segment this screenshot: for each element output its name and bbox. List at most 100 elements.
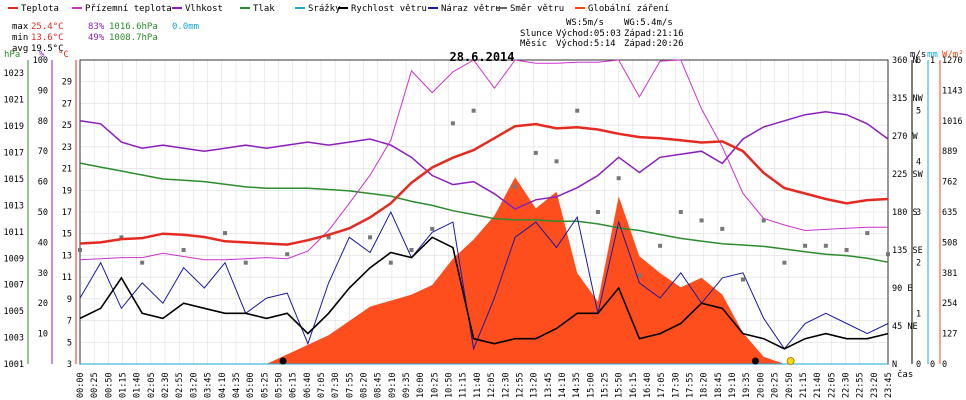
stats-block: max 25.4°C 83% 1016.6hPa 0.0mm min 13.6°… [12, 22, 199, 54]
x-tick-label: 20:25 [771, 372, 781, 398]
axis-tick-hpa: 1019 [4, 122, 24, 132]
stat-max-rain: 0.0mm [172, 22, 199, 32]
stat-avg-temp: 19.5°C [31, 44, 64, 54]
stat-max-temp: 25.4°C [31, 22, 64, 32]
axis-tick-wm2: 508 [942, 238, 957, 248]
x-tick-label: 00:50 [104, 372, 114, 398]
x-tick-label: 06:15 [289, 372, 299, 398]
x-tick-label: 01:40 [133, 372, 143, 398]
wind-direction-point [658, 243, 663, 248]
sunrise-marker [279, 357, 287, 365]
sun-label: Slunce [520, 29, 553, 39]
x-tick-label: 15:25 [600, 372, 610, 398]
wind-direction-point [637, 273, 642, 278]
series-pressure [79, 162, 889, 263]
moon-marker [786, 357, 795, 365]
axis-tick-direction: 360 N [892, 56, 918, 66]
axis-tick-direction: 315 NW [892, 94, 924, 104]
x-tick-label: 17:55 [686, 372, 696, 398]
x-tick-label: 03:20 [189, 372, 199, 398]
wind-direction-point [616, 176, 621, 181]
axis-tick-wm2: 889 [942, 147, 957, 157]
axis-tick-hpa: 1003 [4, 334, 24, 344]
x-tick-label: 16:15 [629, 372, 639, 398]
stat-max-label: max [12, 22, 29, 32]
stat-min-hum: 49% [88, 33, 105, 43]
legend-label: Směr větru [510, 4, 564, 14]
axis-tick-hpa: 1005 [4, 307, 24, 317]
axis-tick-ms: 1 [916, 309, 921, 319]
wind-speed-info: WS:5m/s [566, 18, 604, 28]
x-tick-label: 07:05 [317, 372, 327, 398]
x-tick-label: 04:35 [232, 372, 242, 398]
axis-tick-direction: 90 E [892, 284, 912, 294]
axis-tick-wm2: 381 [942, 269, 957, 279]
info-block: WS:5m/s WG:5.4m/s Slunce Východ:05:03 Zá… [520, 18, 684, 49]
x-tick-label: 21:15 [799, 372, 809, 398]
wind-direction-point [326, 235, 331, 240]
axis-tick-hpa: 1009 [4, 254, 24, 264]
stat-min-press: 1008.7hPa [109, 33, 158, 43]
wind-direction-point [223, 231, 228, 236]
wind-direction-point [243, 260, 248, 265]
x-tick-label: 23:45 [884, 372, 894, 398]
series-wind-gust [79, 210, 889, 351]
x-tick-label: 17:05 [657, 372, 667, 398]
axis-tick-pct: 40 [38, 238, 48, 248]
axis-tick-hpa: 1007 [4, 281, 24, 291]
axis-unit-labels: hPa % °C m/s mm W/m² čas [4, 50, 964, 380]
x-tick-label: 22:55 [856, 372, 866, 398]
axis-tick-hpa: 1011 [4, 228, 24, 238]
x-tick-label: 12:55 [515, 372, 525, 398]
x-tick-label: 22:05 [827, 372, 837, 398]
unit-time: čas [897, 369, 913, 380]
axis-tick-degc: 17 [62, 208, 72, 218]
unit-degc: °C [58, 50, 69, 60]
stat-max-press: 1016.6hPa [109, 22, 158, 32]
series-temperature [79, 122, 889, 246]
x-tick-label: 18:20 [700, 372, 710, 398]
wind-direction-point [471, 108, 476, 113]
axis-tick-degc: 29 [62, 78, 72, 88]
x-tick-label: 00:25 [90, 372, 100, 398]
wind-direction-point [844, 248, 849, 252]
x-tick-label: 20:50 [785, 372, 795, 398]
moon-label: Měsíc [520, 39, 547, 49]
x-tick-label: 10:50 [445, 372, 455, 398]
sunset-marker [751, 357, 759, 365]
axis-tick-direction: 270 W [892, 132, 918, 142]
axis-tick-degc: 25 [62, 121, 72, 131]
legend-label: Vlhkost [185, 4, 223, 14]
axis-tick-degc: 7 [67, 317, 72, 327]
legend: Teplota Přízemní teplota Vlhkost Tlak Srážky… [8, 4, 669, 14]
wind-direction-point [533, 150, 538, 155]
x-tick-label: 03:45 [204, 372, 214, 398]
wind-direction-point [181, 248, 186, 252]
axis-tick-ms: 5 [916, 107, 921, 117]
wind-direction-point [595, 210, 600, 214]
wind-direction-point [803, 243, 808, 248]
wind-direction-point [865, 231, 870, 236]
axis-tick-mm: 1 [930, 56, 935, 66]
x-tick-label: 08:45 [374, 372, 384, 398]
x-tick-label: 13:45 [544, 372, 554, 398]
axis-tick-mm: 0 [930, 360, 935, 370]
axis-tick-hpa: 1015 [4, 175, 24, 185]
x-tick-label: 09:10 [388, 372, 398, 398]
x-tick-label: 13:20 [530, 372, 540, 398]
wind-direction-point [678, 210, 683, 214]
axis-tick-wm2: 254 [942, 299, 957, 309]
x-tick-label: 10:25 [430, 372, 440, 398]
legend-label: Globální záření [588, 4, 669, 14]
wind-direction-point [782, 260, 787, 265]
x-tick-label: 18:45 [714, 372, 724, 398]
stat-min-label: min [12, 33, 28, 43]
legend-label: Tlak [253, 4, 275, 14]
axis-tick-hpa: 1021 [4, 96, 24, 106]
x-tick-label: 15:50 [615, 372, 625, 398]
stat-max-hum: 83% [88, 22, 105, 32]
x-tick-label: 02:55 [175, 372, 185, 398]
axis-tick-direction: N [892, 360, 897, 370]
x-tick-label: 20:00 [756, 372, 766, 398]
x-tick-label: 00:00 [76, 372, 86, 398]
